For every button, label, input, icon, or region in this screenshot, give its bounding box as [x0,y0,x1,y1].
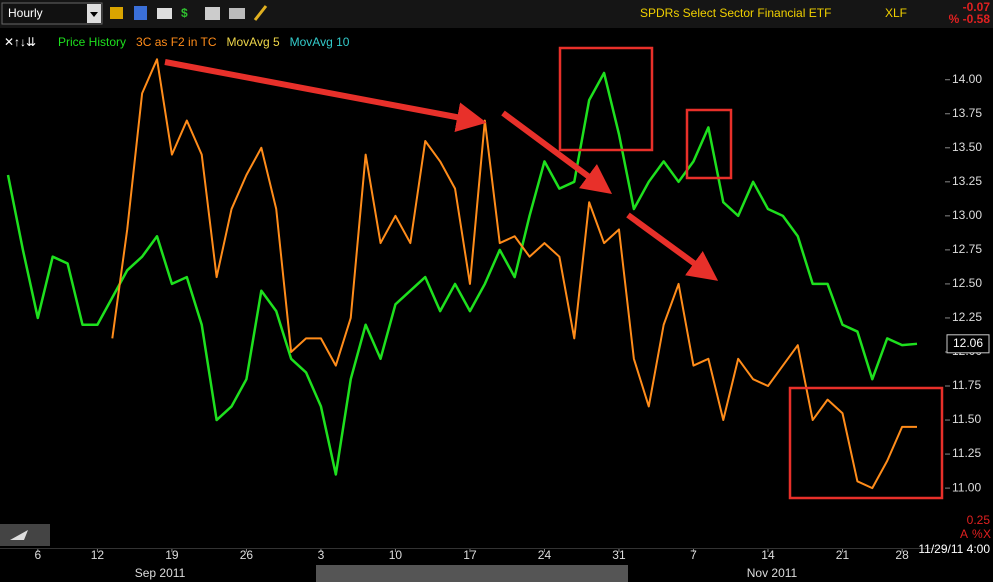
x-axis-line [0,548,945,549]
last-value-box [946,334,990,354]
month-highlight [316,565,628,582]
legend-entry: MovAvg 5 [227,35,280,49]
y-tick-label: 11.25 [952,446,981,460]
y-tick-label: 13.75 [952,106,982,120]
y-tick-label: 12.75 [952,242,982,256]
symbol: XLF [885,6,907,20]
interval-label: Hourly [8,6,43,20]
footer-button[interactable]: X [983,527,991,541]
interval-select[interactable] [1,2,103,25]
y-tick-label: 12.25 [952,310,982,324]
mail-icon[interactable] [157,8,172,19]
print-icon[interactable] [205,7,220,20]
x-tick-label: 21 [836,548,850,562]
corner-icon [10,530,28,540]
y-tick-label: 13.50 [952,140,982,154]
x-tick-label: 28 [895,548,909,562]
x-tick-label: 31 [612,548,626,562]
indicator-value: 0.25 [967,513,991,527]
month-label: Sep 2011 [135,566,186,580]
x-tick-label: 6 [34,548,41,562]
y-tick-label: 11.50 [952,412,981,426]
series-line [111,58,917,490]
title: SPDRs Select Sector Financial ETF [640,6,831,20]
last-value-label: 12.06 [953,336,983,350]
annotation-arrow [626,212,719,281]
footer-button[interactable]: % [972,527,983,541]
change: -0.07 [963,0,991,14]
y-tick-label: 11.00 [952,480,981,494]
legend-entry: 3C as F2 in TC [136,35,217,49]
y-tick-label: 11.75 [952,378,981,392]
x-tick-label: 19 [165,548,179,562]
x-tick-label: 12 [91,548,105,562]
toolbar [0,0,993,28]
annotations [164,46,944,500]
card-icon[interactable] [229,8,245,19]
annotation-box [685,108,733,180]
footer-button[interactable]: A [960,527,968,541]
dropdown-arrow [90,12,98,17]
x-tick-label: 17 [463,548,477,562]
legend-entry: Price History [58,35,126,49]
series-line [6,71,918,476]
x-tick-label: 3 [318,548,325,562]
x-tick-label: 24 [538,548,552,562]
y-tick-label: 13.00 [952,208,982,222]
timestamp: 11/29/11 4:00 [918,542,990,556]
pencil-icon[interactable] [253,5,268,21]
x-tick-label: 10 [389,548,403,562]
legend-controls[interactable]: ✕↑↓⇊ [4,35,36,49]
x-tick-label: 26 [240,548,254,562]
annotation-arrow [501,110,613,194]
save-icon[interactable] [134,6,147,20]
annotation-arrow [164,59,487,132]
y-tick-label: 13.25 [952,174,982,188]
x-tick-label: 7 [690,548,697,562]
change-pct: % -0.58 [949,12,991,26]
legend-entry: MovAvg 10 [290,35,350,49]
annotation-box [788,386,944,500]
y-tick-label: 12.50 [952,276,982,290]
annotation-box [558,46,654,152]
x-tick-label: 14 [761,548,775,562]
y-tick-label: 14.00 [952,72,982,86]
dollar-icon[interactable]: $ [181,6,188,20]
month-label: Nov 2011 [747,566,798,580]
legend: Price History 3C as F2 in TC MovAvg 5 MovAv… [58,35,350,49]
lock-icon[interactable] [110,7,123,19]
